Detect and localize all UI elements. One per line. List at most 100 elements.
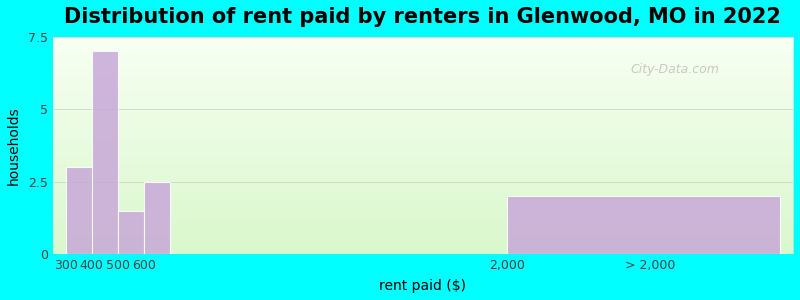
Bar bbox=[53, 208, 793, 211]
Bar bbox=[53, 252, 793, 254]
Bar bbox=[53, 91, 793, 93]
Bar bbox=[53, 232, 793, 235]
Bar bbox=[53, 44, 793, 46]
Bar bbox=[53, 237, 793, 239]
Bar bbox=[53, 163, 793, 165]
Bar bbox=[53, 93, 793, 95]
Bar bbox=[53, 152, 793, 154]
Bar bbox=[53, 109, 793, 111]
Bar bbox=[53, 222, 793, 224]
Bar bbox=[53, 187, 793, 189]
Bar bbox=[53, 176, 793, 178]
Bar bbox=[118, 211, 144, 254]
Bar bbox=[53, 206, 793, 208]
Bar bbox=[53, 167, 793, 169]
Bar bbox=[53, 248, 793, 250]
Bar bbox=[53, 115, 793, 117]
Bar bbox=[53, 58, 793, 61]
Y-axis label: households: households bbox=[7, 106, 21, 185]
Bar bbox=[53, 241, 793, 243]
Bar bbox=[53, 111, 793, 113]
Bar bbox=[53, 87, 793, 89]
Bar bbox=[53, 146, 793, 148]
Bar bbox=[53, 185, 793, 187]
Bar bbox=[507, 196, 780, 254]
Bar bbox=[53, 161, 793, 163]
Bar bbox=[53, 113, 793, 115]
Bar bbox=[53, 211, 793, 213]
X-axis label: rent paid ($): rent paid ($) bbox=[379, 279, 466, 293]
Bar bbox=[53, 202, 793, 204]
Bar bbox=[53, 48, 793, 50]
Bar bbox=[53, 220, 793, 222]
Bar bbox=[53, 213, 793, 215]
Bar bbox=[53, 172, 793, 174]
Bar bbox=[53, 154, 793, 156]
Bar bbox=[53, 128, 793, 130]
Bar bbox=[53, 148, 793, 150]
Text: City-Data.com: City-Data.com bbox=[630, 63, 719, 76]
Bar bbox=[53, 119, 793, 122]
Bar bbox=[53, 178, 793, 180]
Bar bbox=[53, 41, 793, 43]
Bar bbox=[53, 135, 793, 137]
Bar bbox=[53, 139, 793, 141]
Bar bbox=[53, 106, 793, 109]
Bar bbox=[53, 52, 793, 54]
Bar bbox=[53, 50, 793, 52]
Bar bbox=[53, 130, 793, 133]
Bar bbox=[53, 180, 793, 182]
Bar bbox=[53, 56, 793, 58]
Bar bbox=[53, 122, 793, 124]
Bar bbox=[53, 243, 793, 246]
Bar bbox=[53, 98, 793, 100]
Bar bbox=[53, 169, 793, 172]
Bar bbox=[53, 61, 793, 63]
Bar bbox=[53, 150, 793, 152]
Bar bbox=[53, 37, 793, 39]
Bar bbox=[53, 196, 793, 198]
Bar bbox=[53, 228, 793, 230]
Bar bbox=[53, 198, 793, 200]
Bar bbox=[53, 74, 793, 76]
Bar bbox=[53, 246, 793, 248]
Bar bbox=[53, 224, 793, 226]
Bar bbox=[53, 78, 793, 80]
Bar bbox=[53, 89, 793, 91]
Bar bbox=[53, 82, 793, 85]
Bar bbox=[53, 124, 793, 126]
Bar bbox=[53, 141, 793, 143]
Bar bbox=[53, 230, 793, 232]
Bar bbox=[53, 194, 793, 196]
Bar bbox=[53, 72, 793, 74]
Bar bbox=[53, 200, 793, 202]
Bar bbox=[53, 235, 793, 237]
Bar bbox=[144, 182, 170, 254]
Bar bbox=[53, 226, 793, 228]
Bar bbox=[53, 65, 793, 67]
Bar bbox=[53, 215, 793, 217]
Bar bbox=[53, 189, 793, 191]
Bar bbox=[53, 80, 793, 83]
Bar bbox=[53, 76, 793, 78]
Bar bbox=[53, 159, 793, 161]
Bar bbox=[53, 46, 793, 48]
Bar bbox=[53, 54, 793, 56]
Bar bbox=[53, 133, 793, 135]
Bar bbox=[53, 102, 793, 104]
Bar bbox=[53, 165, 793, 167]
Title: Distribution of rent paid by renters in Glenwood, MO in 2022: Distribution of rent paid by renters in … bbox=[65, 7, 782, 27]
Bar bbox=[53, 174, 793, 176]
Bar bbox=[53, 117, 793, 119]
Bar bbox=[53, 250, 793, 252]
Bar bbox=[53, 100, 793, 102]
Bar bbox=[53, 67, 793, 69]
Bar bbox=[53, 39, 793, 41]
Bar bbox=[53, 85, 793, 87]
Bar bbox=[53, 104, 793, 106]
Bar bbox=[53, 191, 793, 194]
Bar bbox=[53, 217, 793, 220]
Bar bbox=[53, 69, 793, 72]
Bar bbox=[53, 137, 793, 139]
Bar bbox=[92, 51, 118, 254]
